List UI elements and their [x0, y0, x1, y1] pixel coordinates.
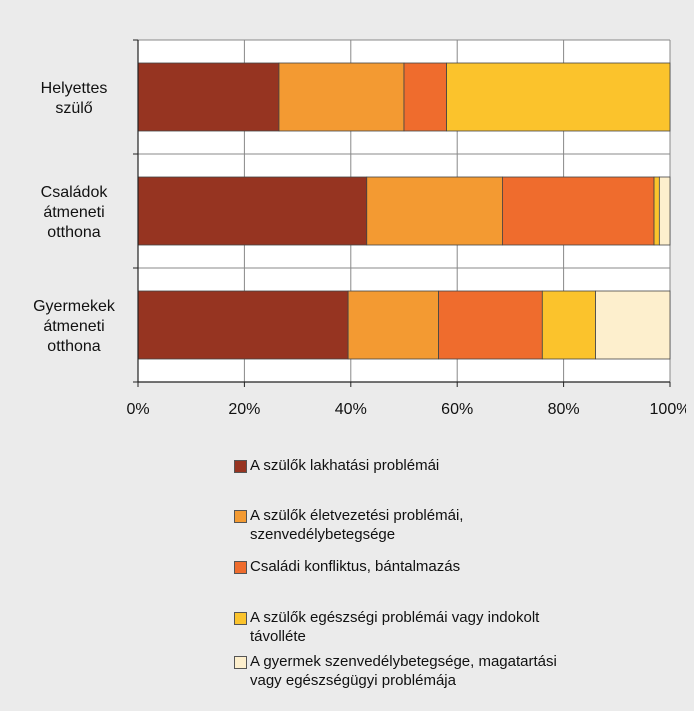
bar-segment — [137, 176, 368, 246]
legend-swatch — [234, 612, 247, 625]
category-label: Családok átmeneti otthona — [41, 184, 109, 241]
chart-frame: Helyettes szülő Családok átmeneti otthona Gye… — [12, 12, 686, 706]
legend-item: A szülők életvezetési problémái, szenved… — [234, 506, 463, 544]
bar-segment — [403, 62, 447, 132]
bar-segment — [541, 290, 596, 360]
category-label: Gyermekek átmeneti otthona — [33, 298, 116, 355]
x-tick-label: 60% — [441, 401, 473, 418]
legend-label: A szülők lakhatási problémái — [250, 457, 440, 474]
bar-segment — [347, 290, 439, 360]
bar-segment — [137, 62, 280, 132]
bar-segment — [658, 176, 671, 246]
legend-swatch — [234, 460, 247, 473]
bar-segment — [595, 290, 671, 360]
x-tick-labels: 0% 20% 40% 60% 80% 100% — [126, 401, 686, 418]
bar-segment — [278, 62, 405, 132]
legend-swatch — [234, 510, 247, 523]
bar-segment — [446, 62, 671, 132]
category-label: Helyettes szülő — [41, 80, 108, 117]
axes — [133, 39, 671, 387]
legend-swatch — [234, 656, 247, 669]
legend-label: A szülők egészségi problémái vagy indoko… — [250, 609, 540, 645]
legend-item: A gyermek szenvedélybetegsége, magatartá… — [234, 652, 557, 690]
bar-segment — [366, 176, 503, 246]
x-tick-label: 0% — [126, 401, 149, 418]
x-tick-label: 100% — [650, 401, 686, 418]
x-tick-label: 80% — [548, 401, 580, 418]
bar-segment — [438, 290, 543, 360]
bar-segment — [653, 176, 660, 246]
legend-item: A szülők lakhatási problémái — [234, 456, 439, 475]
bar-segment — [137, 290, 349, 360]
bar-series — [137, 62, 671, 360]
legend-item: Családi konfliktus, bántalmazás — [234, 557, 460, 576]
legend-label: Családi konfliktus, bántalmazás — [250, 558, 461, 575]
legend-item: A szülők egészségi problémái vagy indoko… — [234, 608, 539, 646]
x-tick-label: 40% — [335, 401, 367, 418]
bar-segment — [502, 176, 655, 246]
x-tick-label: 20% — [228, 401, 260, 418]
stacked-bar-chart: Helyettes szülő Családok átmeneti otthona Gye… — [33, 39, 686, 418]
legend-label: A gyermek szenvedélybetegsége, magatartá… — [250, 653, 557, 689]
category-labels: Helyettes szülő Családok átmeneti otthona Gye… — [33, 80, 116, 355]
legend-swatch — [234, 561, 247, 574]
legend-label: A szülők életvezetési problémái, szenved… — [250, 507, 464, 543]
